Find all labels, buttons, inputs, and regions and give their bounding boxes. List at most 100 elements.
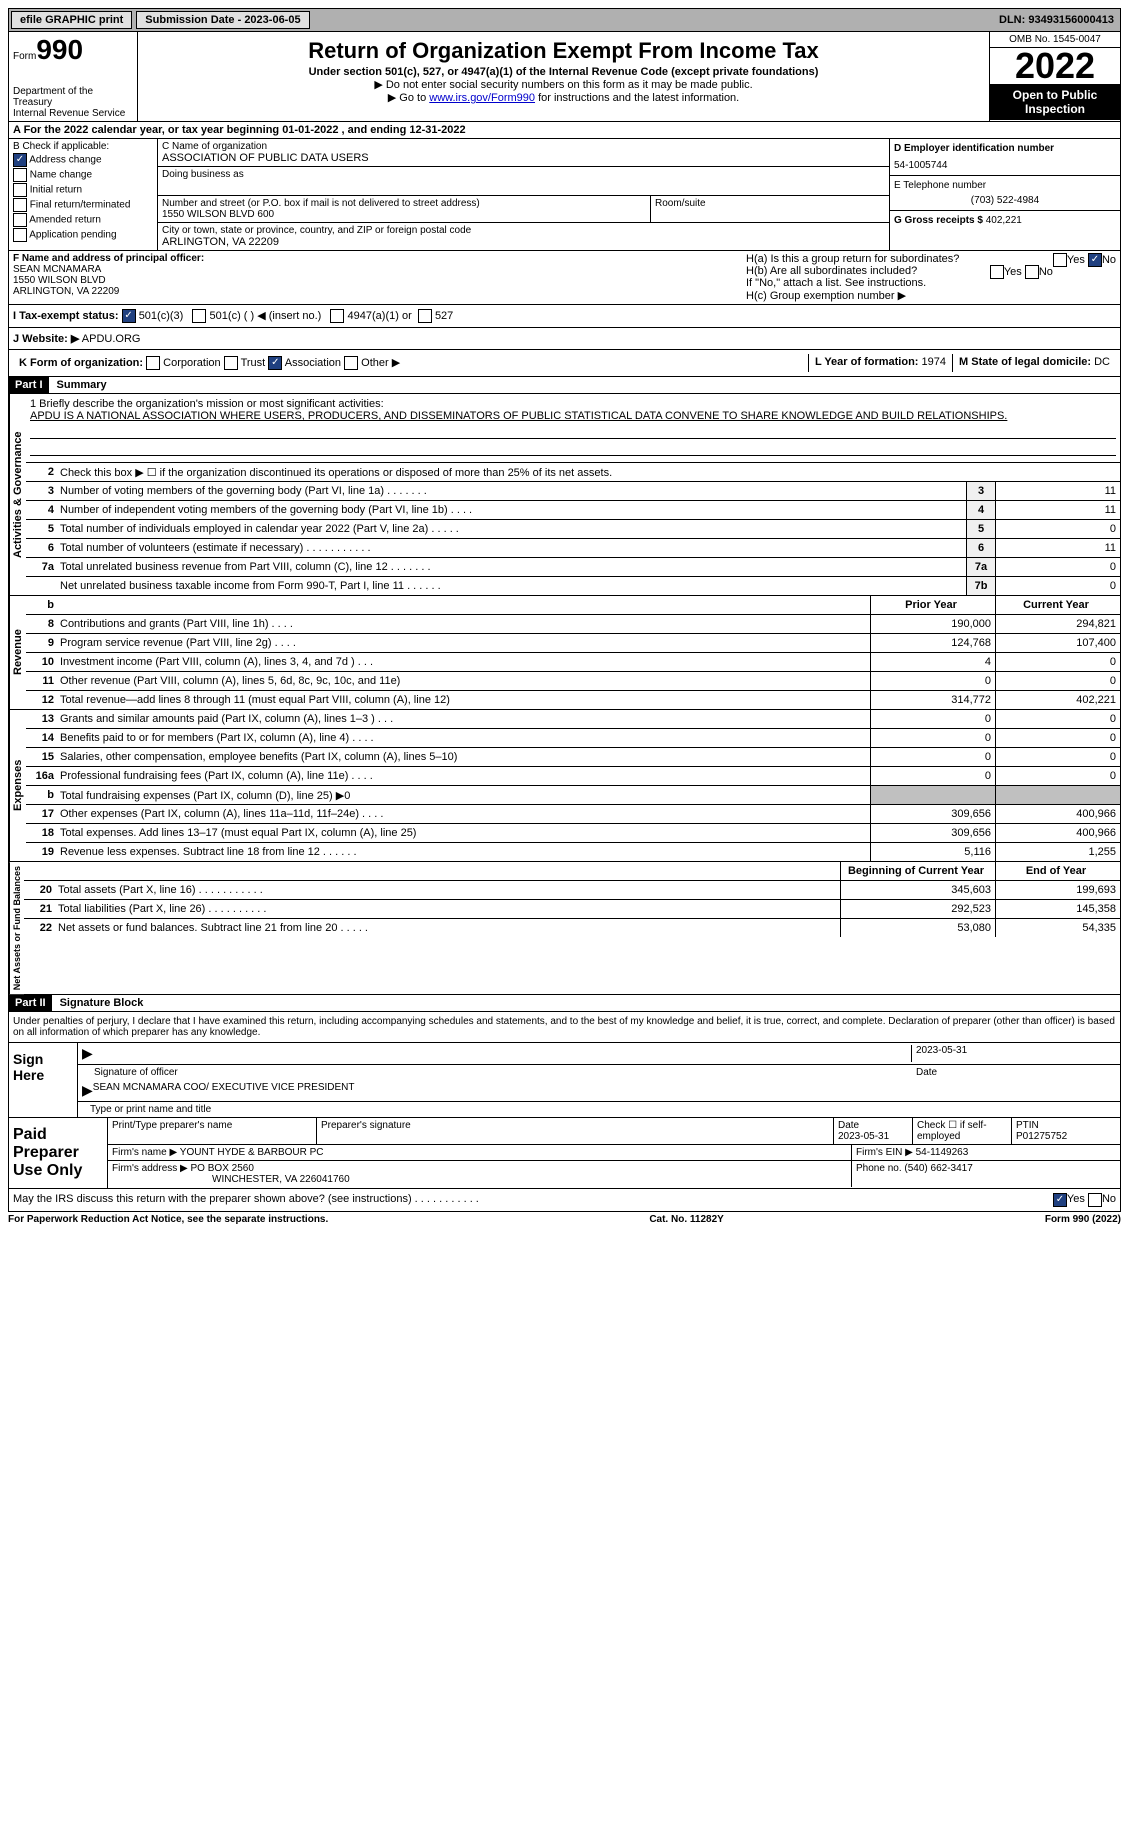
- table-row: 19Revenue less expenses. Subtract line 1…: [26, 843, 1120, 861]
- declaration: Under penalties of perjury, I declare th…: [9, 1012, 1120, 1042]
- k-label: K Form of organization:: [19, 357, 143, 369]
- table-row: 4Number of independent voting members of…: [26, 501, 1120, 520]
- ein-label: D Employer identification number: [894, 143, 1116, 154]
- table-row: 9Program service revenue (Part VIII, lin…: [26, 634, 1120, 653]
- chk-assoc[interactable]: ✓: [268, 356, 282, 370]
- chk-address[interactable]: ✓ Address change: [13, 153, 153, 167]
- firm-addr1: PO BOX 2560: [191, 1163, 254, 1174]
- vtab-exp: Expenses: [9, 710, 26, 861]
- chk-name[interactable]: Name change: [13, 168, 153, 182]
- j-label: J Website: ▶: [13, 333, 79, 345]
- chk-corp[interactable]: [146, 356, 160, 370]
- part1-label: Part I: [9, 377, 49, 393]
- paid-label: Paid Preparer Use Only: [9, 1118, 108, 1188]
- main-info: B Check if applicable: ✓ Address change …: [8, 139, 1121, 251]
- hb-note: If "No," attach a list. See instructions…: [746, 277, 1116, 289]
- gross-label: G Gross receipts $: [894, 215, 983, 226]
- chk-no[interactable]: [1088, 1193, 1102, 1207]
- section-c: C Name of organization ASSOCIATION OF PU…: [158, 139, 889, 250]
- ssn-note: ▶ Do not enter social security numbers o…: [142, 78, 985, 91]
- prep-date: 2023-05-31: [838, 1131, 889, 1142]
- table-row: 8Contributions and grants (Part VIII, li…: [26, 615, 1120, 634]
- discuss-text: May the IRS discuss this return with the…: [13, 1193, 1053, 1207]
- b-label: B Check if applicable:: [13, 141, 153, 152]
- table-row: 3Number of voting members of the governi…: [26, 482, 1120, 501]
- chk-other[interactable]: [344, 356, 358, 370]
- discuss-row: May the IRS discuss this return with the…: [8, 1189, 1121, 1212]
- form-ref: Form 990 (2022): [1045, 1214, 1121, 1225]
- chk-4947[interactable]: [330, 309, 344, 323]
- chk-527[interactable]: [418, 309, 432, 323]
- irs-label: Internal Revenue Service: [13, 108, 133, 119]
- table-row: 10Investment income (Part VIII, column (…: [26, 653, 1120, 672]
- part2-label: Part II: [9, 995, 52, 1011]
- website-row: J Website: ▶ APDU.ORG: [8, 328, 1121, 350]
- table-row: 20Total assets (Part X, line 16) . . . .…: [24, 881, 1120, 900]
- table-row: 6Total number of volunteers (estimate if…: [26, 539, 1120, 558]
- summary-netassets: Net Assets or Fund Balances Beginning of…: [8, 862, 1121, 995]
- paid-preparer: Paid Preparer Use Only Print/Type prepar…: [8, 1118, 1121, 1189]
- room-label: Room/suite: [651, 196, 889, 223]
- header-left: Form990 Department of the Treasury Inter…: [9, 32, 138, 121]
- tax-status-row: I Tax-exempt status: ✓ 501(c)(3) 501(c) …: [8, 305, 1121, 328]
- part2-header: Part II Signature Block: [8, 995, 1121, 1012]
- prep-name-label: Print/Type preparer's name: [108, 1118, 317, 1144]
- table-row: 12Total revenue—add lines 8 through 11 (…: [26, 691, 1120, 709]
- col-prior: Prior Year: [870, 596, 995, 614]
- table-row: 13Grants and similar amounts paid (Part …: [26, 710, 1120, 729]
- dept-label: Department of the Treasury: [13, 86, 133, 108]
- row-a: A For the 2022 calendar year, or tax yea…: [8, 122, 1121, 139]
- part2-title: Signature Block: [52, 995, 152, 1011]
- header-mid: Return of Organization Exempt From Incom…: [138, 32, 989, 121]
- signature-section: Under penalties of perjury, I declare th…: [8, 1012, 1121, 1118]
- date-label: Date: [912, 1067, 1116, 1078]
- goto-note: ▶ Go to www.irs.gov/Form990 for instruct…: [142, 91, 985, 104]
- table-row: Net unrelated business taxable income fr…: [26, 577, 1120, 595]
- firm-phone: (540) 662-3417: [904, 1163, 972, 1174]
- hc-row: H(c) Group exemption number ▶: [746, 289, 1116, 302]
- vtab-net: Net Assets or Fund Balances: [9, 862, 24, 994]
- officer-group: F Name and address of principal officer:…: [8, 251, 1121, 305]
- website: APDU.ORG: [82, 333, 141, 345]
- vtab-rev: Revenue: [9, 596, 26, 709]
- i-label: I Tax-exempt status:: [13, 310, 119, 322]
- section-de: D Employer identification number 54-1005…: [889, 139, 1120, 250]
- chk-501c3[interactable]: ✓: [122, 309, 136, 323]
- form-title: Return of Organization Exempt From Incom…: [142, 38, 985, 64]
- bottom-line: For Paperwork Reduction Act Notice, see …: [8, 1212, 1121, 1227]
- firm-name: YOUNT HYDE & BARBOUR PC: [180, 1147, 324, 1158]
- chk-final[interactable]: Final return/terminated: [13, 198, 153, 212]
- chk-pending[interactable]: Application pending: [13, 228, 153, 242]
- sig-date: 2023-05-31: [911, 1045, 1116, 1062]
- sign-here-label: Sign Here: [9, 1043, 78, 1117]
- form-subtitle: Under section 501(c), 527, or 4947(a)(1)…: [142, 66, 985, 78]
- ha-row: H(a) Is this a group return for subordin…: [746, 253, 1116, 265]
- k-row: K Form of organization: Corporation Trus…: [8, 350, 1121, 377]
- line2: Check this box ▶ ☐ if the organization d…: [58, 465, 1120, 480]
- efile-label: efile GRAPHIC print: [11, 11, 132, 29]
- section-b: B Check if applicable: ✓ Address change …: [9, 139, 158, 250]
- dba-label: Doing business as: [162, 169, 885, 180]
- irs-link[interactable]: www.irs.gov/Form990: [429, 92, 535, 104]
- c-name-label: C Name of organization: [162, 141, 885, 152]
- chk-initial[interactable]: Initial return: [13, 183, 153, 197]
- chk-yes[interactable]: ✓: [1053, 1193, 1067, 1207]
- table-row: 21Total liabilities (Part X, line 26) . …: [24, 900, 1120, 919]
- pub-inspection: Open to Public Inspection: [990, 84, 1120, 120]
- prep-sig-label: Preparer's signature: [317, 1118, 834, 1144]
- form-header: Form990 Department of the Treasury Inter…: [8, 32, 1121, 122]
- chk-501c[interactable]: [192, 309, 206, 323]
- chk-amended[interactable]: Amended return: [13, 213, 153, 227]
- dln: DLN: 93493156000413: [999, 14, 1118, 26]
- cat-no: Cat. No. 11282Y: [649, 1214, 723, 1225]
- table-row: 16aProfessional fundraising fees (Part I…: [26, 767, 1120, 786]
- top-bar: efile GRAPHIC print Submission Date - 20…: [8, 8, 1121, 32]
- gross-receipts: 402,221: [986, 215, 1022, 226]
- table-row: 5Total number of individuals employed in…: [26, 520, 1120, 539]
- part1-header: Part I Summary: [8, 377, 1121, 394]
- sig-officer-label: Signature of officer: [82, 1067, 912, 1078]
- street-label: Number and street (or P.O. box if mail i…: [162, 198, 646, 209]
- form-number: 990: [36, 34, 83, 65]
- self-emp: Check ☐ if self-employed: [913, 1118, 1012, 1144]
- chk-trust[interactable]: [224, 356, 238, 370]
